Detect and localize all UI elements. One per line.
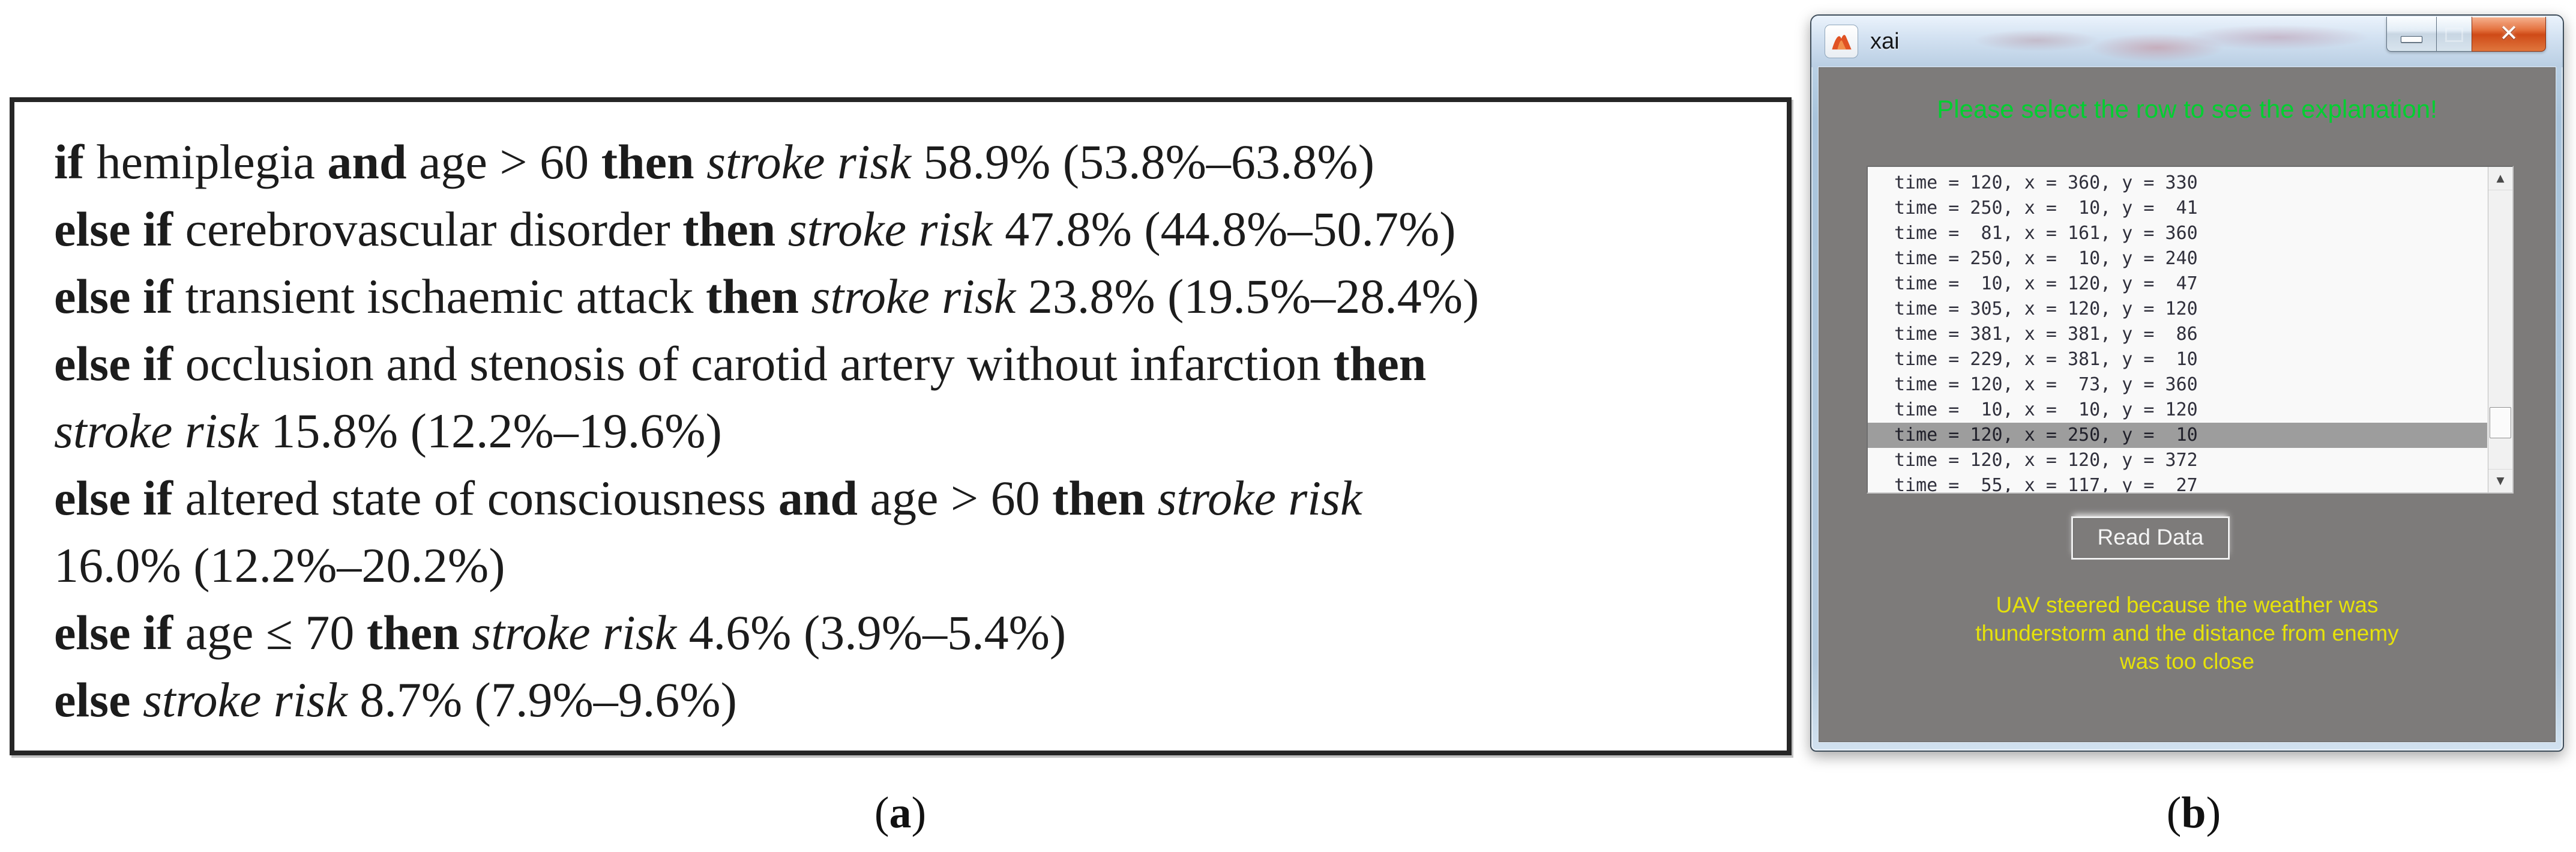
listbox-row[interactable]: time = 250, x = 10, y = 41	[1894, 198, 2198, 219]
rule-line: stroke risk 15.8% (12.2%–19.6%)	[54, 403, 722, 458]
rule-line: else if altered state of consciousness a…	[54, 471, 1362, 525]
caption-a: (a)	[874, 788, 926, 839]
scrollbar-thumb[interactable]	[2490, 407, 2511, 438]
data-listbox[interactable]: time = 120, x = 360, y = 330 time = 250, …	[1867, 166, 2514, 494]
listbox-row[interactable]: time = 10, x = 120, y = 47	[1894, 273, 2198, 294]
listbox-row[interactable]: time = 55, x = 117, y = 27	[1894, 475, 2198, 494]
minimize-icon	[2401, 36, 2422, 43]
scroll-up-icon: ▲	[2496, 172, 2505, 184]
explanation-line: UAV steered because the weather was	[1996, 593, 2379, 617]
caption-b-paren-open: (	[2166, 788, 2182, 838]
listbox-row[interactable]: time = 305, x = 120, y = 120	[1894, 298, 2198, 319]
caption-b: (b)	[2167, 788, 2221, 839]
window-controls: ✕	[2386, 17, 2546, 52]
listbox-rows: time = 120, x = 360, y = 330 time = 250, …	[1868, 171, 2487, 494]
maximize-button[interactable]	[2437, 17, 2472, 52]
listbox-row[interactable]: time = 250, x = 10, y = 240	[1894, 248, 2198, 269]
listbox-row[interactable]: time = 120, x = 120, y = 372	[1894, 450, 2198, 471]
instruction-label: Please select the row to see the explana…	[1937, 95, 2437, 123]
rule-line: else if transient ischaemic attack then …	[54, 269, 1479, 324]
listbox-row[interactable]: time = 229, x = 381, y = 10	[1894, 349, 2198, 370]
scroll-down-button[interactable]: ▼	[2488, 469, 2512, 492]
minimize-button[interactable]	[2386, 17, 2437, 52]
caption-a-letter: a	[889, 788, 912, 838]
explanation-line: was too close	[2119, 649, 2255, 674]
scroll-down-icon: ▼	[2496, 475, 2505, 487]
matlab-icon	[1825, 25, 1858, 58]
xai-window: xai ✕ Please select the row to see the e…	[1810, 14, 2564, 752]
close-button[interactable]: ✕	[2472, 17, 2546, 52]
read-data-button[interactable]: Read Data	[2071, 516, 2230, 560]
window-title: xai	[1870, 29, 1900, 54]
window-client-area: Please select the row to see the explana…	[1819, 67, 2556, 742]
rule-lines: if hemiplegia and age > 60 then stroke r…	[54, 128, 1775, 734]
listbox-scrollbar[interactable]: ▲ ▼	[2488, 167, 2512, 492]
maximize-icon	[2445, 28, 2463, 42]
caption-a-paren-close: )	[911, 788, 927, 838]
explanation-line: thunderstorm and the distance from enemy	[1975, 621, 2399, 645]
caption-a-paren-open: (	[874, 788, 889, 838]
close-icon: ✕	[2499, 20, 2518, 46]
listbox-row[interactable]: time = 10, x = 10, y = 120	[1894, 399, 2198, 420]
caption-b-paren-close: )	[2206, 788, 2221, 838]
rule-list-panel: if hemiplegia and age > 60 then stroke r…	[10, 97, 1792, 755]
scroll-up-button[interactable]: ▲	[2488, 167, 2512, 190]
caption-b-letter: b	[2181, 788, 2206, 838]
rule-line: else stroke risk 8.7% (7.9%–9.6%)	[54, 672, 737, 727]
explanation-label: UAV steered because the weather was thund…	[1819, 591, 2556, 675]
listbox-row[interactable]: time = 120, x = 360, y = 330	[1894, 172, 2198, 193]
listbox-row[interactable]: time = 81, x = 161, y = 360	[1894, 223, 2198, 244]
listbox-row[interactable]: time = 381, x = 381, y = 86	[1894, 324, 2198, 345]
listbox-row[interactable]: time = 120, x = 250, y = 10	[1868, 423, 2487, 448]
rule-line: 16.0% (12.2%–20.2%)	[54, 538, 505, 593]
rule-line: else if cerebrovascular disorder then st…	[54, 202, 1456, 256]
rule-line: else if age ≤ 70 then stroke risk 4.6% (…	[54, 605, 1067, 660]
window-titlebar: xai ✕	[1811, 16, 2563, 67]
rule-line: if hemiplegia and age > 60 then stroke r…	[54, 134, 1375, 189]
listbox-row[interactable]: time = 120, x = 73, y = 360	[1894, 374, 2198, 395]
rule-line: else if occlusion and stenosis of caroti…	[54, 336, 1427, 391]
